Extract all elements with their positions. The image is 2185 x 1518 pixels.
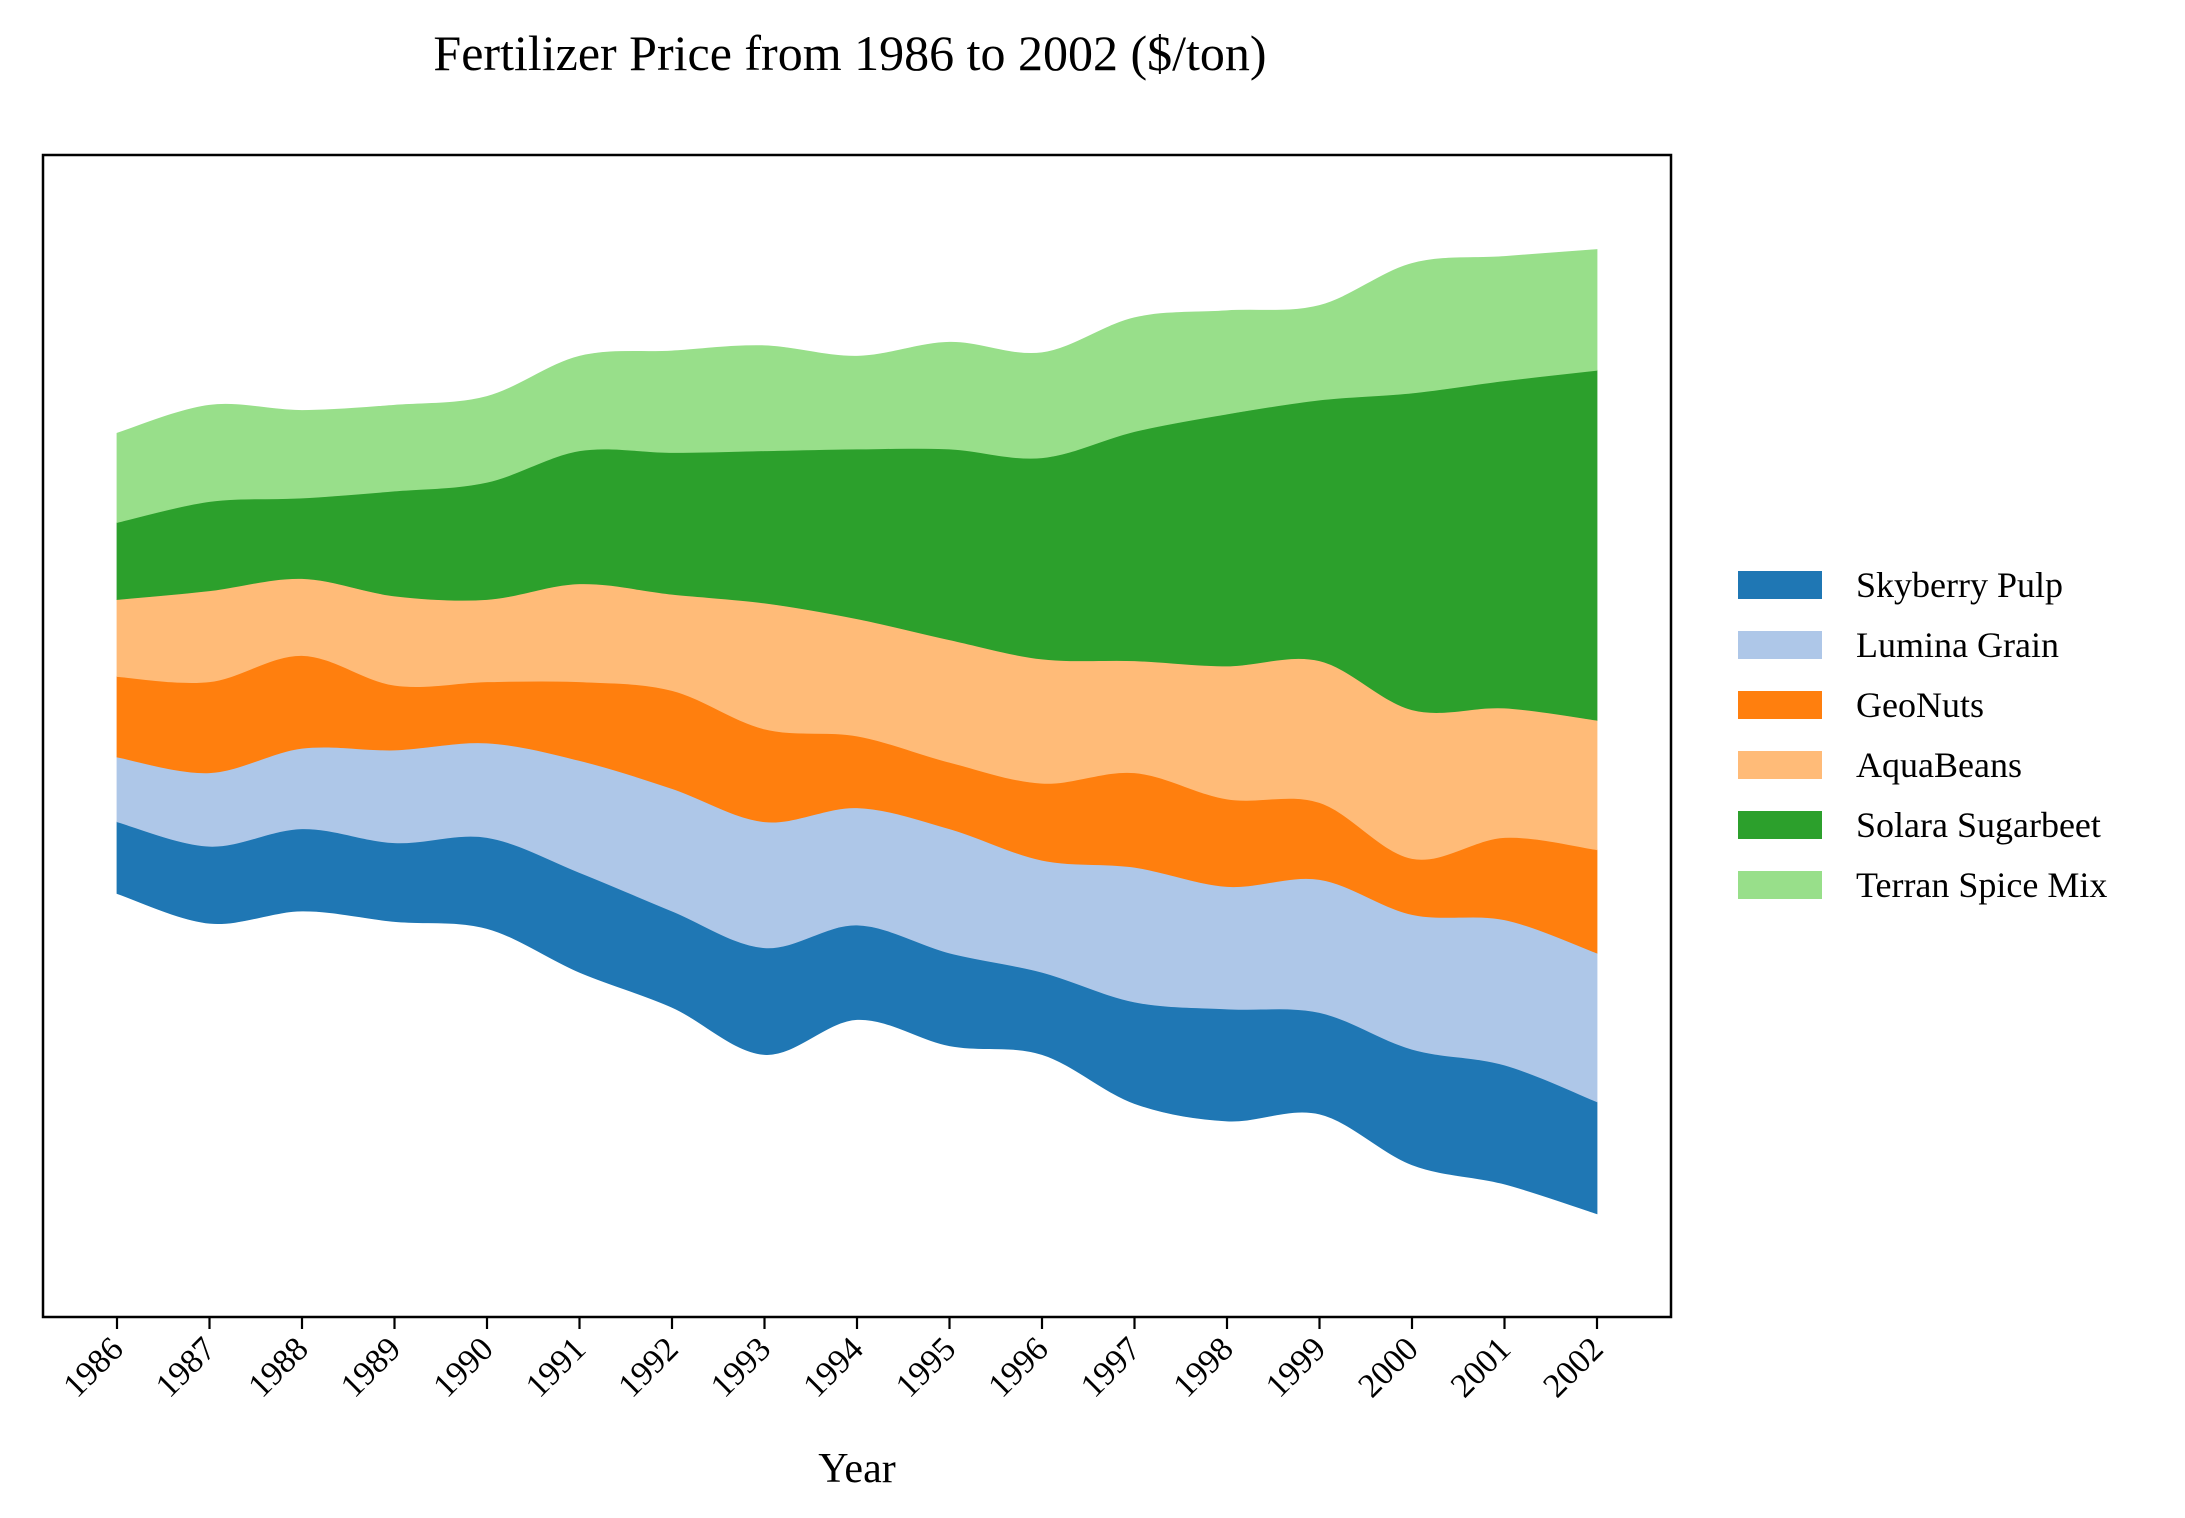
x-tick-label: 1988 bbox=[241, 1330, 315, 1404]
x-tick-label: 1991 bbox=[519, 1330, 593, 1404]
x-tick-label: 2002 bbox=[1536, 1330, 1610, 1404]
x-tick-label: 2001 bbox=[1444, 1330, 1518, 1404]
legend-swatch bbox=[1738, 811, 1822, 839]
x-tick-label: 1999 bbox=[1259, 1330, 1333, 1404]
stream-areas bbox=[116, 249, 1598, 1215]
x-tick-label: 1986 bbox=[56, 1330, 130, 1404]
x-tick-label: 1993 bbox=[704, 1330, 778, 1404]
x-tick-label: 1992 bbox=[611, 1330, 685, 1404]
x-tick-label: 1998 bbox=[1166, 1330, 1240, 1404]
legend-swatch bbox=[1738, 691, 1822, 719]
x-tick-label: 1994 bbox=[796, 1330, 870, 1404]
legend-label: Skyberry Pulp bbox=[1856, 565, 2063, 605]
x-tick-label: 2000 bbox=[1351, 1330, 1425, 1404]
x-tick-label: 1987 bbox=[149, 1330, 223, 1404]
legend-label: Solara Sugarbeet bbox=[1856, 805, 2101, 845]
x-tick-label: 1995 bbox=[889, 1330, 963, 1404]
x-axis: 1986 1987 1988 1989 1990 1991 1992 1993 1994 1995… bbox=[56, 1317, 1611, 1405]
legend-label: Lumina Grain bbox=[1856, 625, 2059, 665]
chart-title: Fertilizer Price from 1986 to 2002 ($/to… bbox=[433, 25, 1266, 81]
x-tick-label: 1997 bbox=[1074, 1330, 1148, 1404]
legend-swatch bbox=[1738, 571, 1822, 599]
x-axis-label: Year bbox=[818, 1446, 895, 1492]
legend-swatch bbox=[1738, 631, 1822, 659]
legend: Skyberry Pulp Lumina Grain GeoNuts AquaBean… bbox=[1738, 565, 2107, 905]
legend-label: GeoNuts bbox=[1856, 685, 1984, 725]
x-tick-label: 1989 bbox=[334, 1330, 408, 1404]
legend-label: AquaBeans bbox=[1856, 745, 2022, 785]
x-tick-label: 1996 bbox=[981, 1330, 1055, 1404]
legend-label: Terran Spice Mix bbox=[1856, 865, 2107, 905]
x-tick-label: 1990 bbox=[426, 1330, 500, 1404]
legend-swatch bbox=[1738, 751, 1822, 779]
legend-swatch bbox=[1738, 871, 1822, 899]
series-area-terran-spice-mix bbox=[116, 249, 1598, 524]
